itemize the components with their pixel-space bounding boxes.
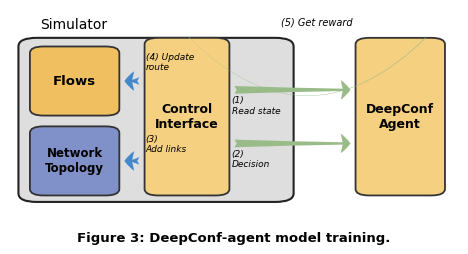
Text: Network
Topology: Network Topology: [45, 147, 104, 175]
FancyBboxPatch shape: [30, 46, 119, 116]
FancyArrowPatch shape: [189, 37, 426, 96]
Text: Control
Interface: Control Interface: [155, 103, 219, 131]
FancyBboxPatch shape: [30, 126, 119, 196]
Text: (1)
Read state: (1) Read state: [232, 96, 280, 116]
Text: DeepConf
Agent: DeepConf Agent: [366, 103, 434, 131]
FancyBboxPatch shape: [356, 38, 445, 196]
Text: (3)
Add links: (3) Add links: [146, 135, 187, 154]
FancyBboxPatch shape: [145, 38, 229, 196]
Text: Flows: Flows: [53, 74, 96, 88]
Text: (5) Get reward: (5) Get reward: [281, 17, 352, 27]
Text: (4) Update
route: (4) Update route: [146, 53, 194, 72]
Text: Figure 3: DeepConf-agent model training.: Figure 3: DeepConf-agent model training.: [77, 232, 391, 245]
Text: Simulator: Simulator: [40, 19, 107, 33]
Text: (2)
Decision: (2) Decision: [232, 150, 270, 169]
FancyBboxPatch shape: [18, 38, 293, 202]
